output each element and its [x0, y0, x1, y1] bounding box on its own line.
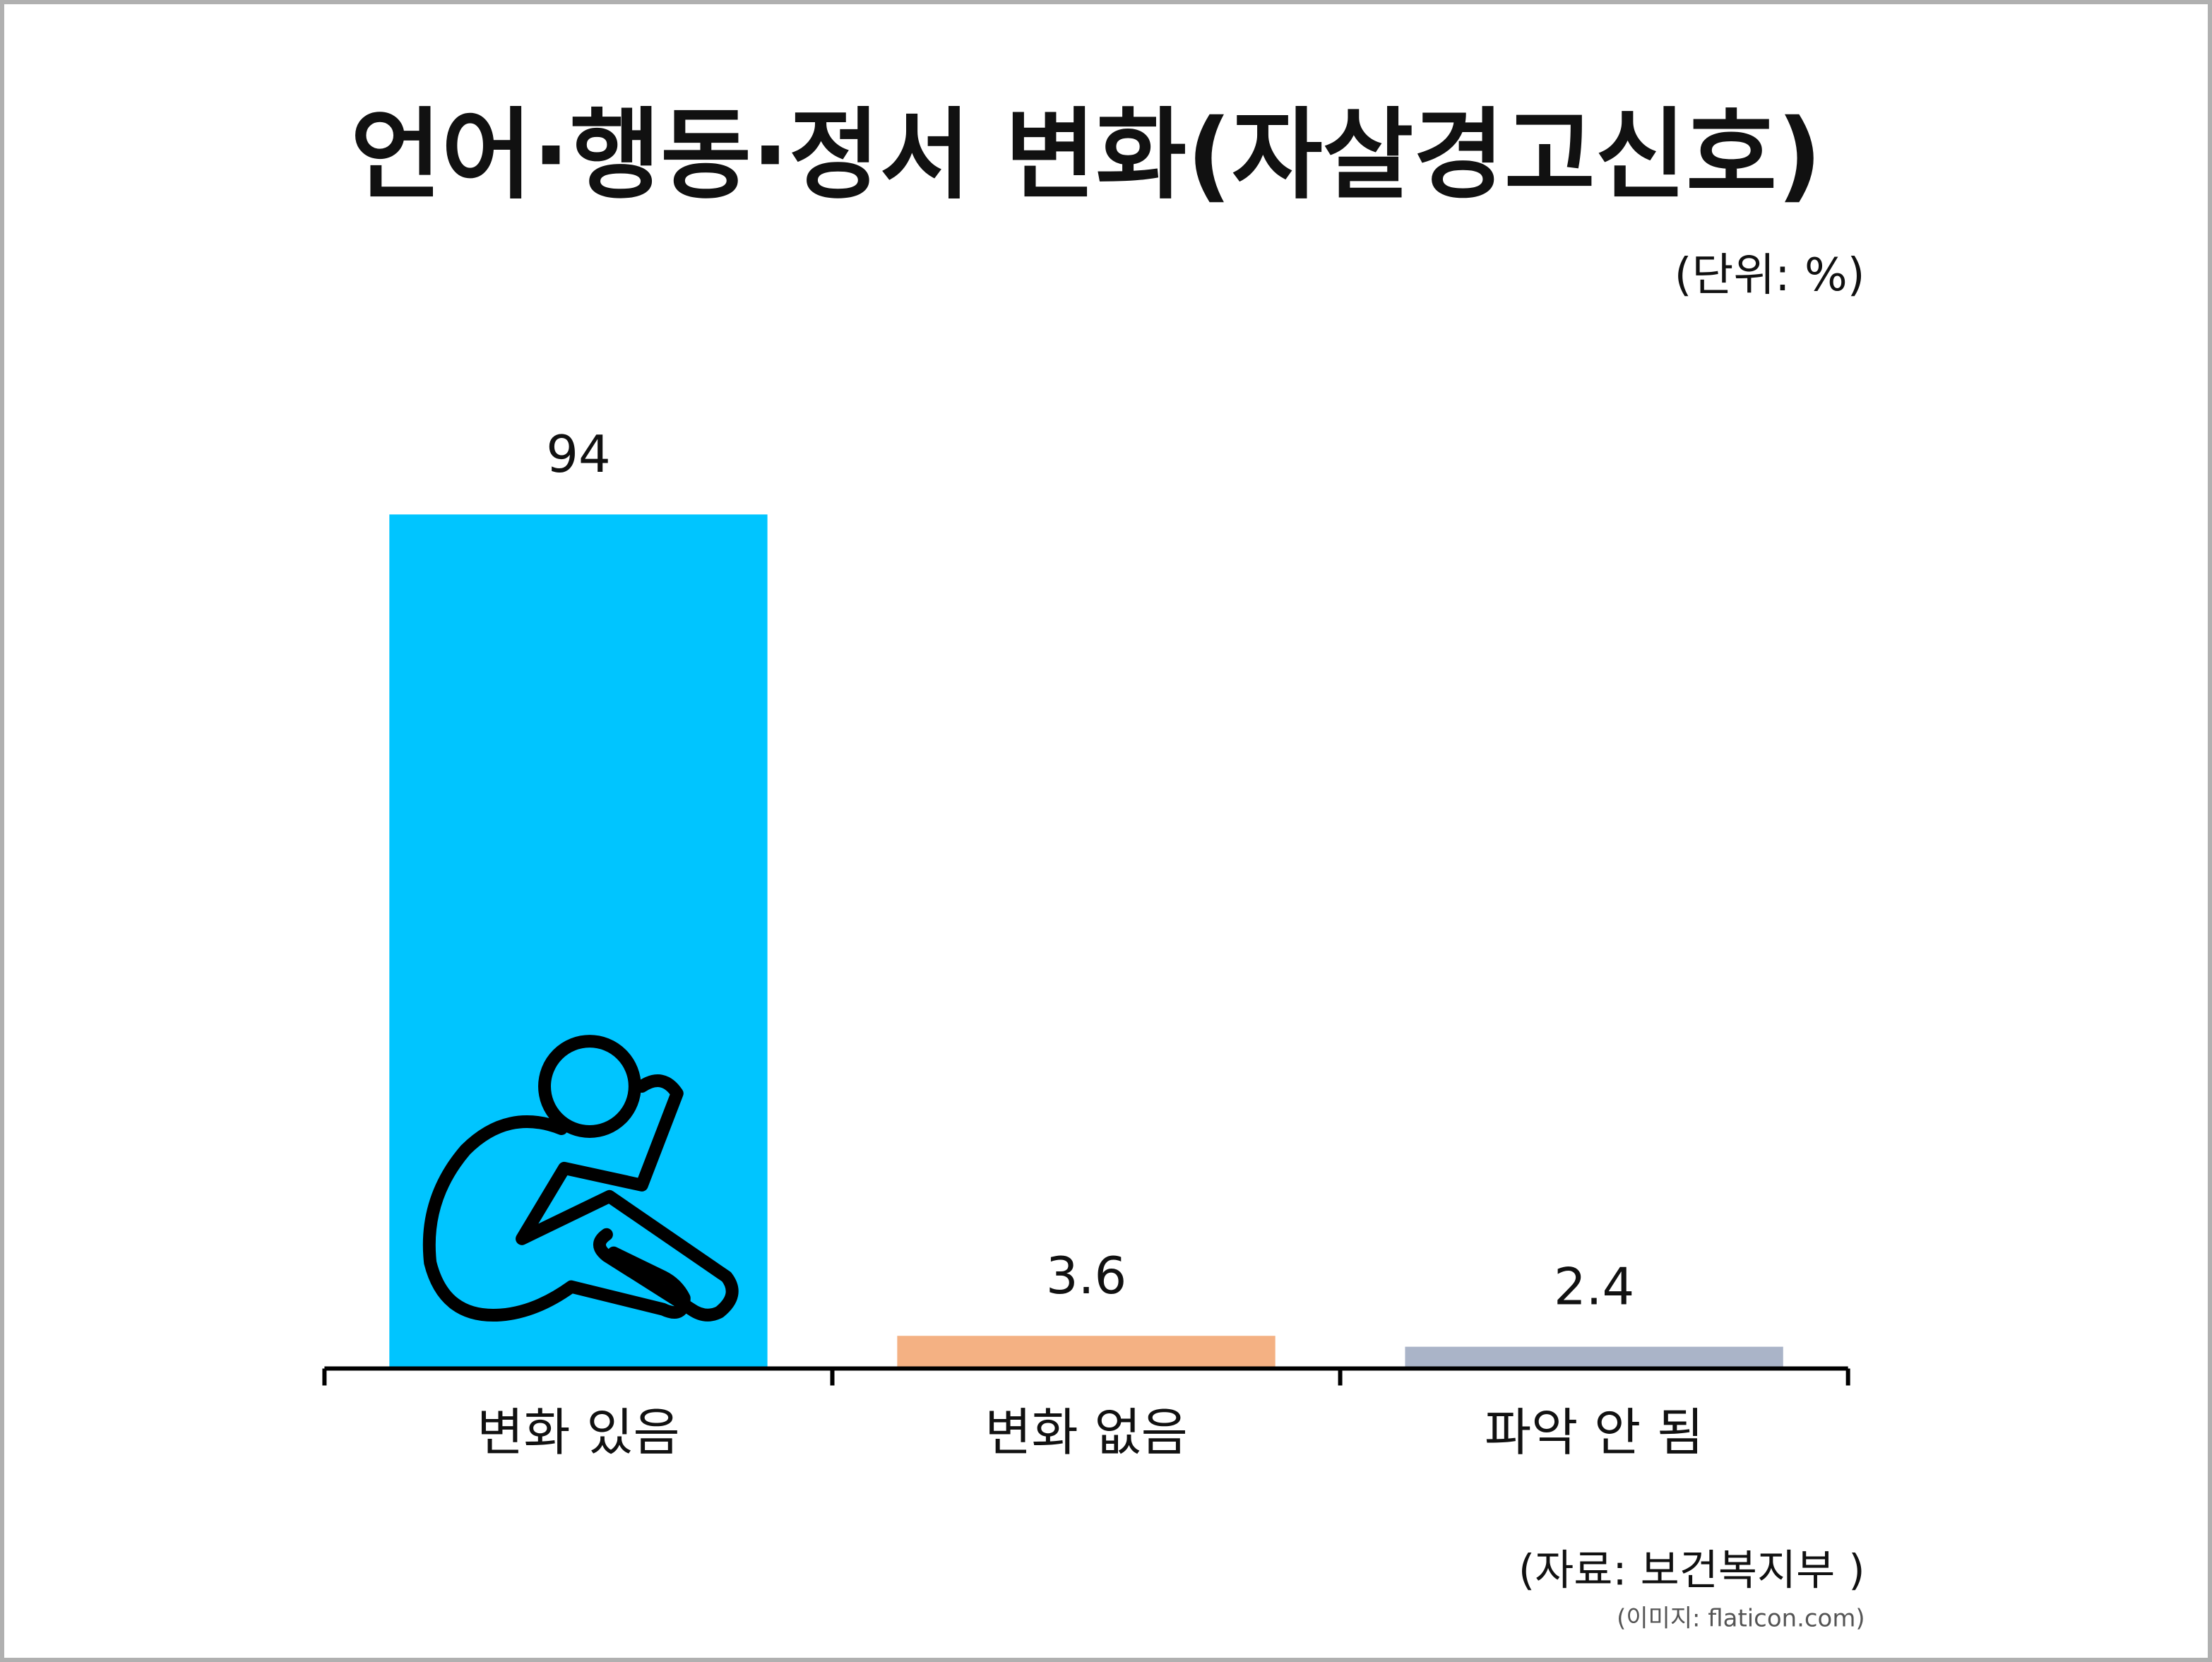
- x-tick-label: 변화 있음: [477, 1403, 679, 1462]
- x-tick-label: 파악 안 됨: [1485, 1403, 1703, 1462]
- image-credit: (이미지: flaticon.com): [1617, 1605, 1865, 1633]
- value-label: 2.4: [1554, 1257, 1634, 1316]
- sad-person-icon: [422, 1035, 739, 1322]
- bar: [389, 514, 768, 1369]
- value-label: 3.6: [1046, 1246, 1126, 1305]
- bars: [389, 514, 1783, 1369]
- bar: [1405, 1346, 1783, 1369]
- source: (자료: 보건복지부 ): [1518, 1546, 1865, 1596]
- bar: [897, 1336, 1276, 1369]
- unit-label: (단위: %): [1675, 249, 1865, 302]
- chart-title: 언어·행동·정서 변화(자살경고신호): [350, 97, 1821, 213]
- value-label: 94: [546, 425, 610, 484]
- x-tick-label: 변화 없음: [985, 1403, 1187, 1462]
